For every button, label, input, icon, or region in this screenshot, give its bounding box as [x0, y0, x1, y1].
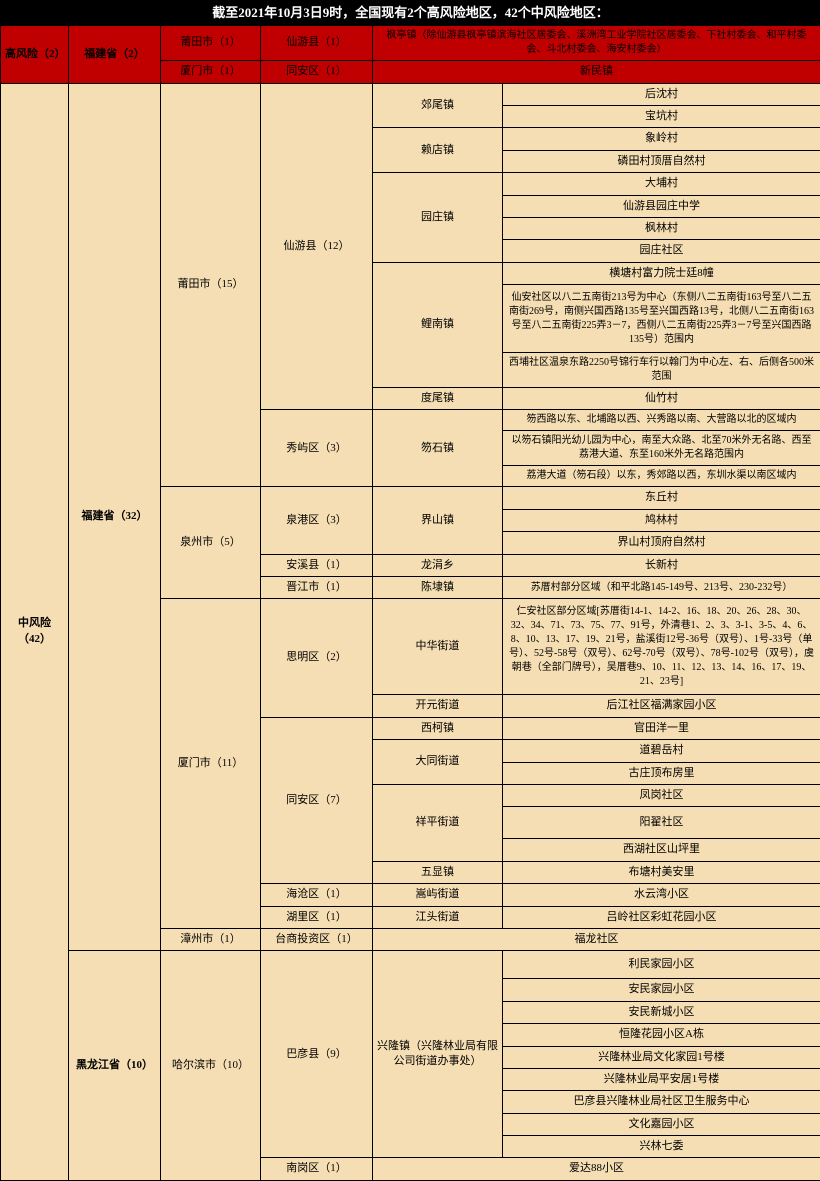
county: 南岗区（1）: [261, 1158, 373, 1180]
hr-detail: 新民镇: [373, 61, 820, 83]
county-xy: 仙游县（12）: [261, 83, 373, 410]
village: 枫林村: [503, 217, 820, 239]
county: 泉港区（3）: [261, 487, 373, 554]
village: 布塘村美安里: [503, 861, 820, 883]
village: 西湖社区山坪里: [503, 839, 820, 861]
village: 恒隆花园小区A栋: [503, 1024, 820, 1046]
village: 东丘村: [503, 487, 820, 509]
town: 郊尾镇: [373, 83, 503, 128]
village: 兴隆林业局平安居1号楼: [503, 1068, 820, 1090]
town: 兴隆镇（兴隆林业局有限公司街道办事处）: [373, 951, 503, 1158]
city-qz: 泉州市（5）: [161, 487, 261, 599]
town: 五显镇: [373, 861, 503, 883]
village: 水云湾小区: [503, 884, 820, 906]
town: 陈埭镇: [373, 577, 503, 599]
village: 利民家园小区: [503, 951, 820, 979]
village: 爱达88小区: [373, 1158, 820, 1180]
village: 象岭村: [503, 128, 820, 150]
village: 兴隆林业局文化家园1号楼: [503, 1046, 820, 1068]
village: 横塘村富力院士廷8幢: [503, 262, 820, 284]
town: 开元街道: [373, 695, 503, 717]
page-title: 截至2021年10月3日9时，全国现有2个高风险地区，42个中风险地区：: [1, 1, 820, 26]
village: 凤岗社区: [503, 785, 820, 807]
village: 界山村顶府自然村: [503, 532, 820, 554]
county: 同安区（7）: [261, 717, 373, 883]
county: 晋江市（1）: [261, 577, 373, 599]
village: 道碧岳村: [503, 740, 820, 762]
city-xm: 厦门市（11）: [161, 599, 261, 929]
village: 古庄顶布房里: [503, 762, 820, 784]
village: 兴林七委: [503, 1136, 820, 1158]
village: 大埔村: [503, 173, 820, 195]
mr-hlj: 黑龙江省（10）: [69, 951, 161, 1181]
village: 宝坑村: [503, 105, 820, 127]
hr-county: 仙游县（1）: [261, 26, 373, 61]
county: 湖里区（1）: [261, 906, 373, 928]
town: 祥平街道: [373, 785, 503, 862]
village: 官田洋一里: [503, 717, 820, 739]
town: 度尾镇: [373, 388, 503, 410]
village: 阳翟社区: [503, 807, 820, 839]
village: 仁安社区部分区域[苏厝街14-1、14-2、16、18、20、26、28、30、…: [503, 599, 820, 695]
county: 巴彦县（9）: [261, 951, 373, 1158]
village: 吕岭社区彩虹花园小区: [503, 906, 820, 928]
village: 安民新城小区: [503, 1001, 820, 1023]
town: 嵩屿街道: [373, 884, 503, 906]
hr-city: 莆田市（1）: [161, 26, 261, 61]
village: 西埔社区温泉东路2250号锦行车行以翰门为中心左、右、后侧各500米范围: [503, 353, 820, 388]
village: 仙竹村: [503, 388, 820, 410]
hr-county: 同安区（1）: [261, 61, 373, 83]
town: 园庄镇: [373, 173, 503, 263]
hr-province: 福建省（2）: [69, 26, 161, 83]
village: 园庄社区: [503, 240, 820, 262]
village: 以笏石镇阳光幼儿园为中心，南至大众路、北至70米外无名路、西至荔港大道、东至16…: [503, 431, 820, 466]
town: 中华街道: [373, 599, 503, 695]
town: 大同街道: [373, 740, 503, 785]
village: 后沈村: [503, 83, 820, 105]
mr-fj: 福建省（32）: [69, 83, 161, 951]
hr-detail: 枫亭镇（除仙游县枫亭镇滨海社区居委会、溪洲湾工业学院社区居委会、下社村委会、和平…: [373, 26, 820, 61]
mid-risk-label: 中风险（42）: [1, 83, 69, 1180]
town: 鲤南镇: [373, 262, 503, 387]
county: 海沧区（1）: [261, 884, 373, 906]
town: 笏石镇: [373, 410, 503, 487]
village: 仙安社区以八二五南街213号为中心（东侧八二五南街163号至八二五南街269号，…: [503, 285, 820, 353]
city-pt: 莆田市（15）: [161, 83, 261, 487]
village: 福龙社区: [373, 928, 820, 950]
county: 台商投资区（1）: [261, 928, 373, 950]
town: 西柯镇: [373, 717, 503, 739]
county: 思明区（2）: [261, 599, 373, 717]
town: 江头街道: [373, 906, 503, 928]
city-zz: 漳州市（1）: [161, 928, 261, 950]
village: 文化嘉园小区: [503, 1113, 820, 1135]
village: 安民家园小区: [503, 979, 820, 1001]
village: 苏厝村部分区域（和平北路145-149号、213号、230-232号）: [503, 577, 820, 599]
county-xy2: 秀屿区（3）: [261, 410, 373, 487]
town: 龙涓乡: [373, 554, 503, 576]
village: 仙游县园庄中学: [503, 195, 820, 217]
city-heb: 哈尔滨市（10）: [161, 951, 261, 1181]
high-risk-label: 高风险（2）: [1, 26, 69, 83]
village: 磷田村顶厝自然村: [503, 150, 820, 172]
village: 笏西路以东、北埔路以西、兴秀路以南、大营路以北的区域内: [503, 410, 820, 431]
town: 赖店镇: [373, 128, 503, 173]
county: 安溪县（1）: [261, 554, 373, 576]
village: 荔港大道（笏石段）以东，秀郊路以西，东圳水渠以南区域内: [503, 466, 820, 487]
hr-city: 厦门市（1）: [161, 61, 261, 83]
village: 后江社区福满家园小区: [503, 695, 820, 717]
village: 巴彦县兴隆林业局社区卫生服务中心: [503, 1091, 820, 1113]
village: 长新村: [503, 554, 820, 576]
town: 界山镇: [373, 487, 503, 554]
village: 鸠林村: [503, 509, 820, 531]
